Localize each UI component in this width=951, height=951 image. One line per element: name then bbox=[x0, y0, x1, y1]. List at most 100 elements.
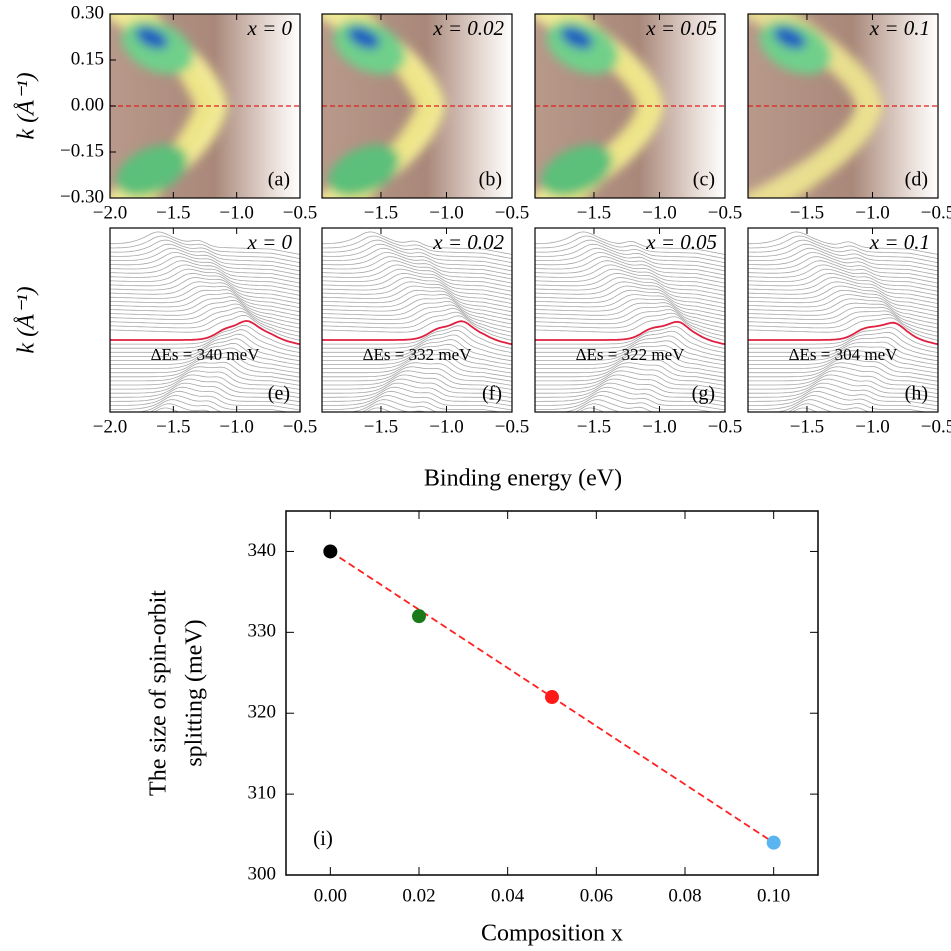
x-tick-label: −1.5 bbox=[577, 416, 611, 437]
edc-curve bbox=[322, 325, 512, 349]
edc-curve bbox=[110, 268, 300, 292]
edc-curve bbox=[322, 329, 512, 353]
edc-curve bbox=[535, 386, 725, 407]
edc-curve bbox=[748, 382, 938, 403]
data-point bbox=[323, 544, 338, 559]
edc-curve bbox=[322, 293, 512, 317]
edc-curve bbox=[748, 277, 938, 300]
x-tick-label: −1.0 bbox=[642, 416, 676, 437]
edc-curve bbox=[110, 311, 300, 337]
edc-curve bbox=[322, 348, 512, 370]
edc-curve bbox=[748, 336, 938, 358]
edc-curve bbox=[110, 307, 300, 333]
edc-curve bbox=[535, 309, 725, 333]
x-tick-label: −1.5 bbox=[790, 202, 824, 223]
edc-curve bbox=[787, 403, 857, 412]
y-axis-label: k (Å⁻¹) bbox=[14, 72, 40, 139]
edc-curve bbox=[535, 239, 725, 264]
edc-curve bbox=[322, 235, 512, 259]
edc-curve bbox=[748, 260, 938, 284]
edc-curve bbox=[748, 235, 938, 259]
edc-curve bbox=[322, 289, 512, 313]
edc-curve bbox=[322, 277, 512, 300]
edc-curve bbox=[748, 298, 938, 321]
x-tick-label: −1.5 bbox=[156, 202, 190, 223]
edc-curve bbox=[110, 329, 300, 353]
x-tick-label: −1.5 bbox=[156, 416, 190, 437]
edc-curve bbox=[535, 395, 715, 412]
panel-annotation: x = 0.05 bbox=[645, 230, 717, 254]
x-tick-label: −1.0 bbox=[855, 202, 889, 223]
edc-curve bbox=[110, 357, 300, 378]
y-tick-label: 0.15 bbox=[71, 48, 104, 69]
x-tick-label: 0.02 bbox=[402, 885, 435, 906]
edc-curve bbox=[748, 239, 938, 264]
edc-curve bbox=[574, 403, 642, 412]
edc-curve-highlight bbox=[110, 319, 300, 346]
y-tick-label: 340 bbox=[248, 540, 277, 561]
edc-curve bbox=[535, 316, 725, 341]
edc-curve bbox=[535, 382, 725, 403]
edc-curve bbox=[110, 264, 300, 288]
y-tick-label: 0.30 bbox=[71, 2, 104, 23]
x-tick-label: −0.5 bbox=[495, 202, 529, 223]
edc-curve bbox=[535, 330, 725, 353]
edc-curve bbox=[110, 395, 290, 412]
edc-curve bbox=[322, 334, 512, 358]
edc-curve bbox=[535, 354, 725, 374]
x-tick-label: 0.04 bbox=[491, 885, 525, 906]
edc-curve bbox=[535, 247, 725, 272]
y-tick-label: 330 bbox=[248, 621, 277, 642]
edc-curve bbox=[110, 370, 300, 390]
x-tick-label: −0.5 bbox=[708, 202, 742, 223]
panel-label: (d) bbox=[905, 169, 928, 191]
edc-curve bbox=[748, 306, 938, 329]
edc-curve bbox=[159, 411, 165, 412]
edc-curve bbox=[748, 358, 938, 378]
plot-frame bbox=[285, 510, 819, 876]
edc-curve bbox=[110, 299, 300, 325]
edc-curve-highlight bbox=[535, 320, 725, 346]
panel-label: (c) bbox=[693, 169, 715, 191]
edc-curve bbox=[535, 349, 725, 370]
data-point bbox=[545, 690, 559, 705]
edc-curve bbox=[535, 289, 725, 313]
panel-label: (b) bbox=[479, 169, 502, 191]
x-tick-label: −0.5 bbox=[921, 416, 951, 437]
edc-curve bbox=[322, 311, 512, 337]
edc-curve bbox=[322, 256, 512, 280]
edc-curve bbox=[110, 324, 300, 349]
y-axis-label: The size of spin-orbit bbox=[146, 590, 172, 796]
edc-curve bbox=[110, 352, 300, 374]
edc-curve bbox=[322, 358, 512, 378]
edc-curve bbox=[322, 297, 512, 321]
edc-curve bbox=[110, 256, 300, 280]
edc-curve bbox=[322, 247, 512, 272]
edc-curve bbox=[110, 303, 300, 329]
x-tick-label: 0.06 bbox=[580, 885, 613, 906]
band-green-bottom bbox=[328, 144, 400, 197]
band-green-bottom bbox=[116, 144, 188, 197]
edc-curve bbox=[322, 366, 512, 386]
y-tick-label: 320 bbox=[248, 702, 277, 723]
x-tick-label: −1.5 bbox=[790, 416, 824, 437]
edc-curve bbox=[748, 350, 938, 370]
edc-curve bbox=[535, 231, 725, 255]
edc-curve bbox=[110, 247, 300, 272]
edc-curve bbox=[149, 403, 211, 412]
edc-curve bbox=[110, 281, 300, 304]
panel-label: (a) bbox=[268, 169, 290, 191]
band-blue bbox=[347, 26, 380, 49]
panel-label: (e) bbox=[268, 383, 290, 405]
edc-curve bbox=[535, 277, 725, 300]
edc-curve bbox=[110, 235, 300, 259]
panel-label: (f) bbox=[482, 383, 502, 405]
y-tick-label: 310 bbox=[248, 782, 277, 803]
shared-x-label: Binding energy (eV) bbox=[424, 466, 622, 492]
edc-curve bbox=[535, 252, 725, 276]
edc-stack bbox=[748, 231, 938, 412]
spectral-map bbox=[110, 14, 300, 198]
edc-curve bbox=[748, 264, 938, 288]
edc-curve-highlight bbox=[322, 320, 512, 346]
y-tick-label: 0.00 bbox=[71, 94, 104, 115]
